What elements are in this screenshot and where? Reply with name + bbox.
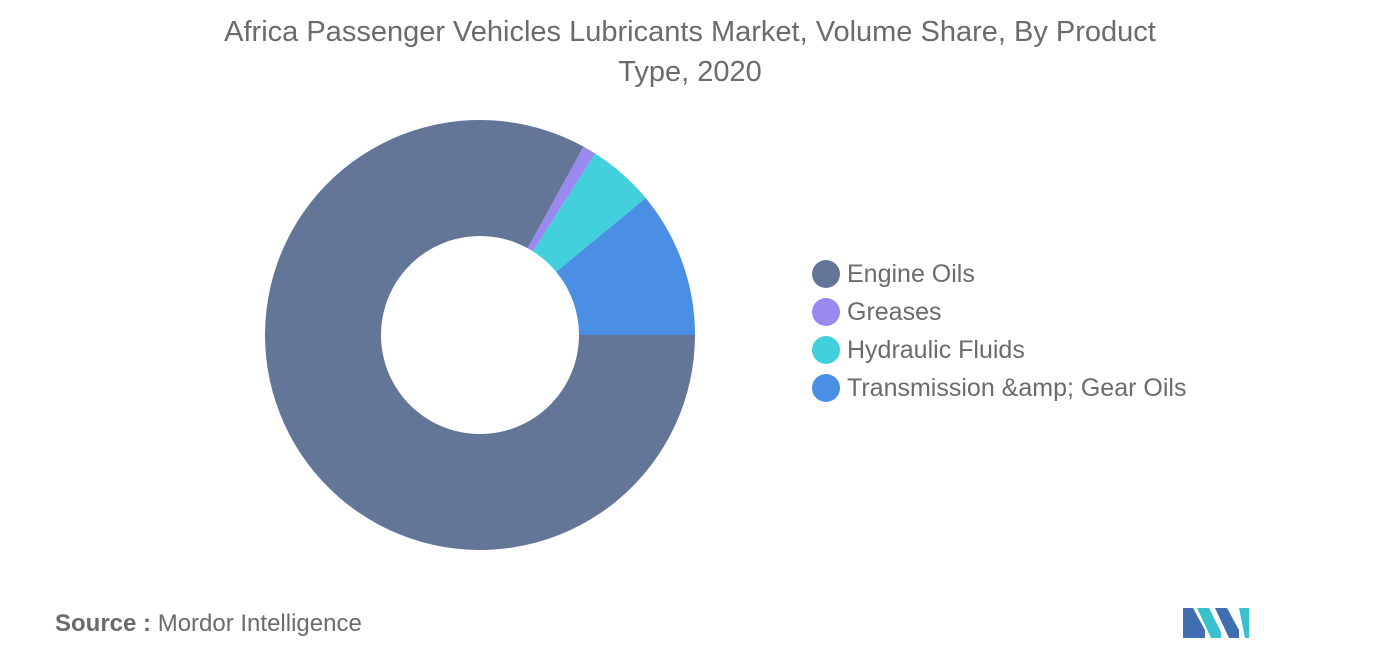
legend-swatch: [812, 260, 840, 288]
legend-label: Transmission &amp; Gear Oils: [847, 373, 1187, 402]
mordor-intelligence-logo-icon: [1183, 608, 1249, 638]
source-note: Source : Mordor Intelligence: [55, 610, 362, 638]
chart-title-line-2: Type, 2020: [618, 56, 762, 88]
chart-title-line-1: Africa Passenger Vehicles Lubricants Mar…: [224, 16, 1156, 48]
legend-item: Transmission &amp; Gear Oils: [812, 369, 1186, 407]
source-prefix: Source :: [55, 610, 152, 637]
chart-title: Africa Passenger Vehicles Lubricants Mar…: [0, 12, 1376, 92]
donut-slice-hydraulic-fluids: [533, 153, 646, 272]
legend-swatch: [812, 374, 840, 402]
legend-swatch: [812, 336, 840, 364]
legend-item: Greases: [812, 293, 1186, 331]
donut-slice-greases: [527, 146, 596, 252]
legend-label: Engine Oils: [847, 259, 975, 288]
donut-slice-transmission-amp-gear-oils: [556, 197, 695, 335]
donut-slice-engine-oils: [264, 120, 695, 550]
chart-legend: Engine Oils Greases Hydraulic Fluids Transm…: [812, 255, 1186, 407]
legend-item: Engine Oils: [812, 255, 1186, 293]
legend-label: Hydraulic Fluids: [847, 335, 1025, 364]
legend-item: Hydraulic Fluids: [812, 331, 1186, 369]
legend-label: Greases: [847, 297, 942, 326]
source-text: Mordor Intelligence: [151, 610, 362, 637]
legend-swatch: [812, 298, 840, 326]
